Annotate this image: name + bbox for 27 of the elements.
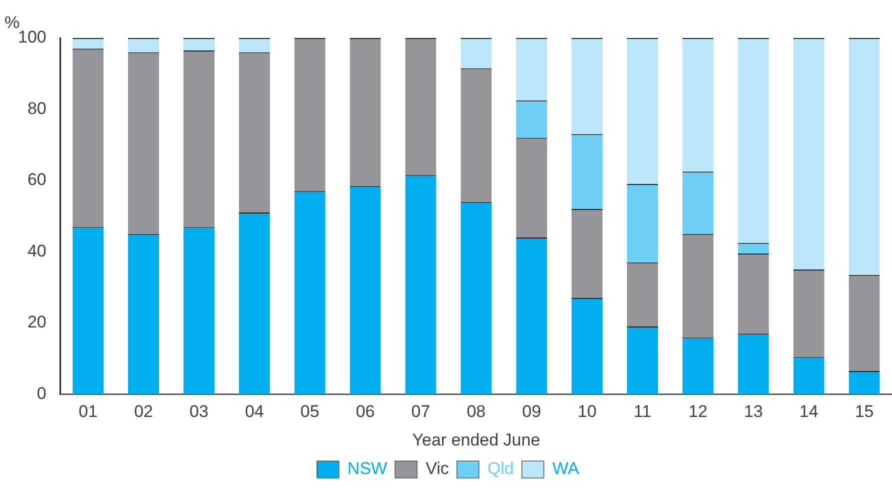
y-tick-label: 0 bbox=[36, 384, 46, 403]
x-tick-label: 02 bbox=[134, 402, 153, 422]
x-tick-label: 01 bbox=[78, 402, 98, 422]
x-tick-label: 03 bbox=[190, 402, 208, 422]
x-tick-label: 14 bbox=[799, 402, 818, 422]
x-tick-label: 04 bbox=[244, 402, 264, 422]
x-tick-label: 09 bbox=[522, 402, 542, 422]
x-tick-label: 15 bbox=[854, 402, 874, 422]
x-axis-title: Year ended June bbox=[412, 430, 540, 450]
legend-label: WA bbox=[552, 459, 580, 478]
y-tick-label: 60 bbox=[27, 170, 46, 190]
y-tick-label: 40 bbox=[27, 241, 46, 260]
y-axis-title: % bbox=[4, 13, 20, 32]
x-tick-label: 10 bbox=[578, 402, 597, 422]
x-tick-label: 12 bbox=[688, 402, 708, 422]
x-tick-label: 11 bbox=[634, 402, 652, 422]
y-tick-label: 100 bbox=[18, 28, 46, 47]
legend-label: Qld bbox=[487, 459, 514, 478]
x-tick-label: 07 bbox=[411, 402, 430, 422]
x-tick-label: 06 bbox=[356, 402, 375, 422]
x-tick-label: 05 bbox=[300, 402, 320, 422]
y-tick-label: 20 bbox=[27, 312, 46, 332]
y-tick-label: 80 bbox=[27, 98, 46, 118]
legend-label: NSW bbox=[347, 459, 388, 478]
x-tick-label: 08 bbox=[466, 402, 486, 422]
x-tick-label: 13 bbox=[744, 402, 763, 422]
legend-label: Vic bbox=[426, 459, 450, 478]
